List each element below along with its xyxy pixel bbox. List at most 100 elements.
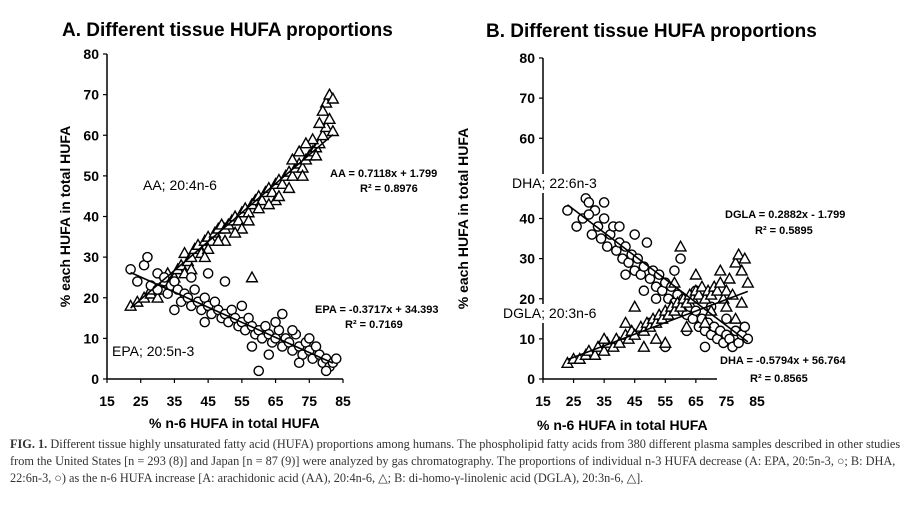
panel-b-x-axis-label: % n-6 HUFA in total HUFA — [537, 417, 708, 433]
panel-a-point-triangle — [312, 116, 326, 129]
panel-b-point-circle — [571, 221, 582, 232]
panel-a-point-triangle — [262, 197, 276, 210]
figure-canvas: A. Different tissue HUFA proportions 0 10 2… — [57, 20, 882, 433]
panel-a-point-triangle — [235, 221, 249, 234]
panel-b-series-label-bg — [509, 174, 609, 193]
panel-b-series-label: DGLA; 20:3n-6 — [503, 305, 597, 321]
panel-a-equation-bg — [312, 302, 477, 332]
panel-b-equation-bg — [717, 353, 882, 386]
panel-b-point-circle — [586, 229, 598, 240]
panel-a-point-triangle — [150, 290, 165, 303]
panel-b-point-circle — [739, 321, 751, 333]
panel-b-point-circle — [562, 205, 573, 216]
panel-b-point-triangle — [713, 275, 727, 288]
panel-b-point-triangle — [597, 332, 611, 344]
panel-b-point-circle — [614, 221, 625, 232]
panel-b-point-circle — [620, 241, 631, 252]
panel-b-series-label: DHA; 22:6n-3 — [512, 175, 597, 191]
panel-a-x-tick-label: 85 — [335, 393, 351, 409]
panel-b-y-axis-label: % each HUFA in total HUFA — [455, 128, 471, 310]
panel-b-x-tick-label: 15 — [535, 393, 551, 409]
panel-a-y-axis-label: % each HUFA in total HUFA — [57, 126, 73, 308]
panel-a-fit-line — [130, 133, 334, 309]
panel-a-point-triangle — [198, 250, 212, 263]
panel-b-point-triangle — [698, 315, 712, 328]
panel-a-fit-equation: AA = 0.7118x + 1.799 — [330, 168, 437, 180]
panel-a-point-circle — [330, 353, 342, 364]
panel-b-point-triangle — [658, 336, 672, 348]
panel-a-y-tick-label: 40 — [83, 209, 99, 225]
panel-a-series-label-bg — [140, 176, 232, 195]
panel-b-point-circle — [669, 265, 680, 276]
panel-b-fit-equation: DGLA = 0.2882x - 1.799 — [725, 209, 845, 221]
panel-a-point-triangle — [201, 242, 215, 255]
panel-a-point-circle — [185, 272, 197, 283]
panel-b-point-circle — [601, 241, 613, 252]
panel-b-point-triangle — [738, 251, 752, 264]
panel-a-fit-equation: EPA = -0.3717x + 34.393 — [315, 304, 439, 316]
panel-b-point-triangle — [588, 348, 602, 360]
panel-b-point-triangle — [729, 255, 743, 268]
panel-b-x-tick-label: 45 — [627, 393, 643, 409]
panel-a-point-triangle — [309, 148, 323, 161]
panel-a-point-circle — [293, 357, 305, 369]
panel-a-point-circle — [320, 365, 332, 377]
panel-b-point-circle — [650, 293, 662, 305]
panel-a-point-circle — [189, 284, 200, 295]
panel-a-series-label-bg — [109, 342, 209, 361]
panel-a-point-triangle — [285, 152, 300, 165]
panel-b-fit-r2: R² = 0.5895 — [755, 225, 813, 237]
panel-a-series-label: EPA; 20:5n-3 — [112, 343, 194, 359]
panel-a-x-tick-label: 35 — [167, 393, 183, 409]
panel-a-point-triangle — [231, 213, 246, 226]
panel-b-point-triangle — [680, 319, 694, 332]
panel-a-y-tick-label: 10 — [83, 330, 99, 346]
panel-a-y-tick-label: 80 — [83, 46, 99, 62]
panel-b-point-triangle — [719, 299, 734, 312]
panel-b-point-triangle — [695, 279, 709, 292]
panel-a-point-circle — [277, 308, 288, 320]
panel-b-point-circle — [638, 285, 650, 297]
panel-a-point-circle — [263, 349, 275, 360]
panel-a-point-triangle — [322, 112, 337, 125]
figure-label: FIG. 1. — [10, 437, 48, 451]
panel-b-point-triangle — [729, 311, 743, 324]
panel-b-x-tick-label: 75 — [719, 393, 735, 409]
panel-a-point-triangle — [316, 128, 330, 141]
panel-a-equation-bg — [327, 166, 471, 196]
caption-text: Different tissue highly unsaturated fatt… — [10, 437, 901, 485]
panel-b-y-tick-label: 60 — [519, 130, 535, 146]
panel-a-point-circle — [270, 316, 281, 328]
panel-b-x-tick-label: 25 — [566, 393, 582, 409]
panel-a-y-tick-label: 50 — [83, 168, 99, 184]
panel-a-x-tick-label: 15 — [99, 393, 115, 409]
panel-a-series-label: AA; 20:4n-6 — [143, 177, 217, 193]
panel-a-point-triangle — [306, 132, 320, 145]
panel-a-point-triangle — [177, 246, 192, 259]
panel-a-point-triangle — [228, 225, 242, 238]
panel-b-point-triangle — [735, 263, 749, 276]
panel-a-fit-line — [130, 271, 334, 364]
panel-a-y-tick-label: 30 — [83, 249, 99, 265]
panel-b-y-tick-label: 70 — [519, 90, 535, 106]
panel-a-title: A. Different tissue HUFA proportions — [62, 20, 393, 41]
panel-b-point-circle — [583, 197, 595, 208]
panel-b-point-triangle — [692, 287, 706, 300]
panel-a-point-circle — [236, 300, 248, 312]
panel-b-title: B. Different tissue HUFA proportions — [486, 21, 817, 42]
panel-a-point-circle — [132, 276, 143, 287]
panel-a-point-triangle — [282, 181, 296, 194]
panel-b-point-circle — [641, 237, 653, 248]
panel-b-fit-equation: DHA = -0.5794x + 56.764 — [720, 355, 846, 367]
panel-a-point-circle — [199, 316, 211, 328]
panel-a-x-tick-label: 75 — [301, 393, 317, 409]
panel-b-point-triangle — [710, 283, 724, 296]
panel-b-point-circle — [629, 229, 641, 240]
panel-b-point-circle — [595, 233, 607, 244]
panel-b-fit-line — [566, 204, 749, 343]
panel-a-point-triangle — [326, 91, 340, 104]
panel-b-y-tick-label: 80 — [519, 50, 535, 66]
panel-b-point-circle — [598, 213, 610, 224]
panel-b-point-triangle — [732, 247, 746, 260]
panel-b-x-tick-label: 85 — [749, 393, 765, 409]
